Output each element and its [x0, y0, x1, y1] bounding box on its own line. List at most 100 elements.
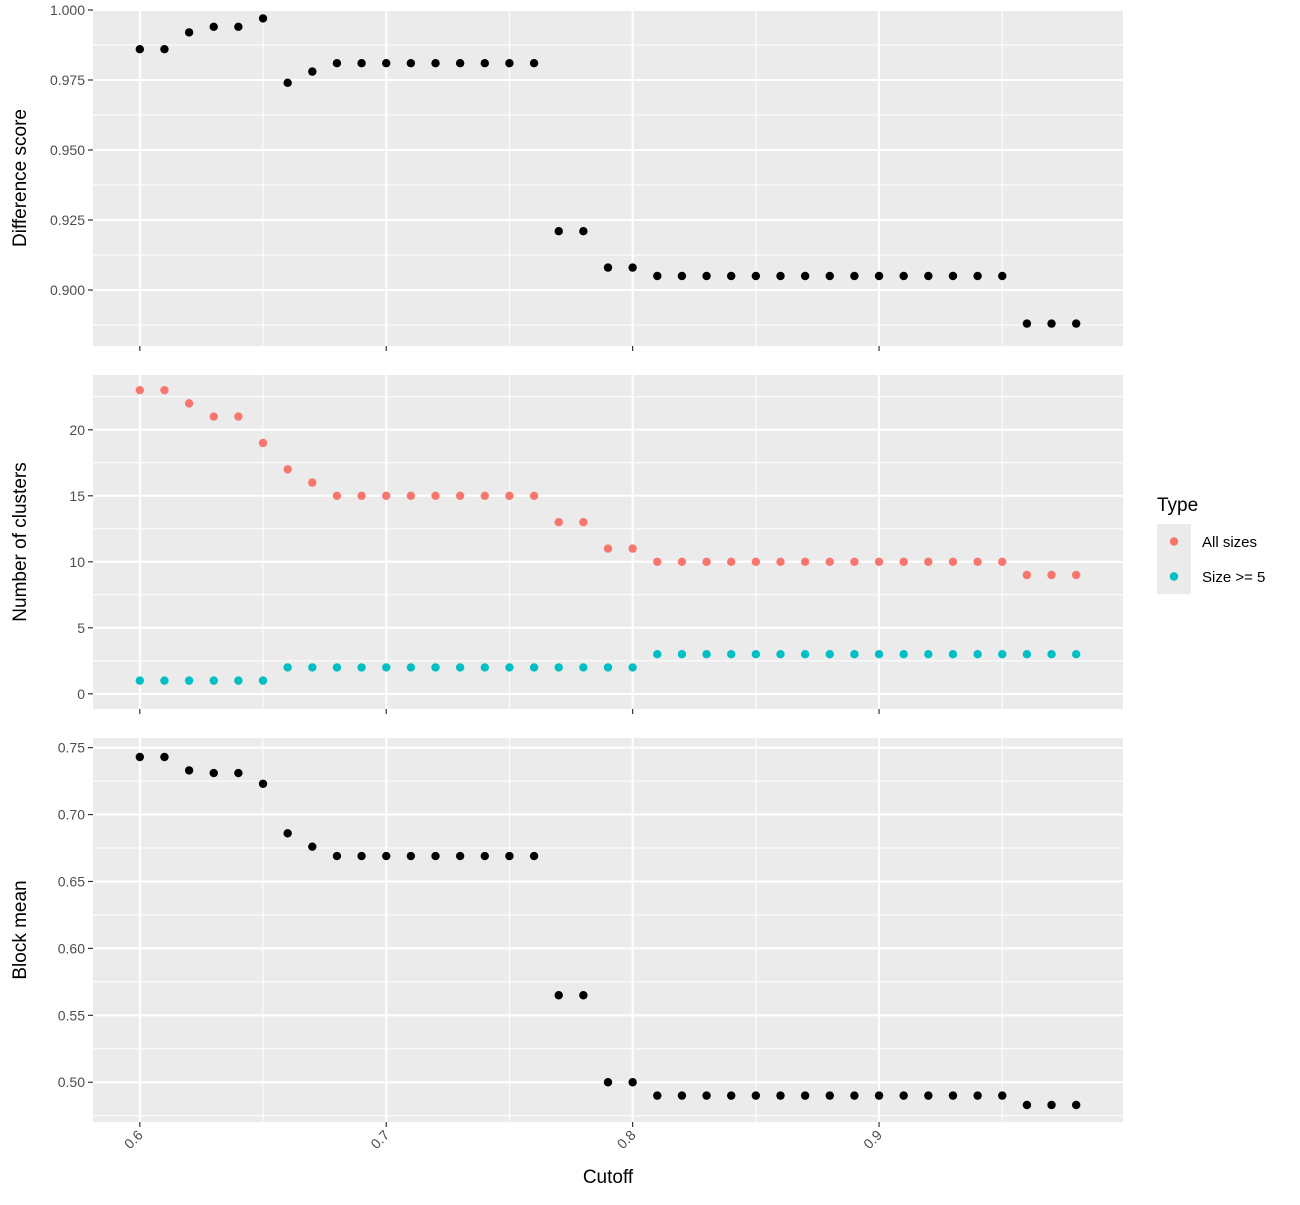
- data-point: [308, 67, 317, 76]
- data-point: [1047, 319, 1056, 328]
- data-point: [998, 650, 1007, 659]
- data-point: [653, 650, 662, 659]
- data-point: [1071, 319, 1081, 328]
- data-point: [283, 829, 292, 838]
- y-axis-title: Difference score: [10, 109, 31, 247]
- data-point: [948, 650, 958, 659]
- data-point: [505, 663, 514, 672]
- data-point: [234, 676, 243, 685]
- data-point: [234, 412, 243, 421]
- data-point: [677, 271, 687, 281]
- series-1: [135, 752, 1081, 1110]
- data-point: [800, 650, 810, 659]
- legend-key-dot: [1169, 537, 1179, 546]
- data-point: [776, 271, 785, 281]
- data-point: [579, 227, 588, 236]
- data-point: [1047, 570, 1056, 580]
- data-point: [800, 271, 810, 281]
- data-point: [751, 650, 761, 659]
- panel-background: [93, 738, 1123, 1122]
- data-point: [308, 663, 317, 672]
- data-point: [431, 491, 440, 500]
- data-point: [406, 663, 416, 672]
- data-point: [653, 1091, 662, 1100]
- data-point: [1071, 570, 1081, 580]
- data-point: [382, 663, 391, 672]
- x-tick-label: 0.8: [614, 1127, 639, 1152]
- data-point: [480, 491, 489, 500]
- y-tick-label: 0.55: [58, 1007, 85, 1023]
- data-point: [209, 22, 218, 31]
- data-point: [899, 271, 908, 281]
- panel-2: 0 5 10 15 20 Number of clusters: [10, 375, 1123, 714]
- y-tick-label: 0.975: [50, 72, 85, 88]
- legend-label: All sizes: [1202, 534, 1257, 551]
- data-point: [751, 271, 761, 281]
- data-point: [160, 385, 169, 395]
- data-point: [702, 1091, 711, 1100]
- data-point: [850, 557, 859, 567]
- data-point: [874, 557, 884, 567]
- data-point: [184, 399, 194, 408]
- data-point: [603, 263, 613, 272]
- series-size-5: [135, 650, 1081, 685]
- data-point: [234, 22, 243, 31]
- data-point: [431, 851, 440, 861]
- data-point: [628, 263, 637, 272]
- data-point: [480, 851, 489, 861]
- data-point: [209, 412, 218, 421]
- data-point: [209, 768, 218, 778]
- data-point: [677, 1091, 687, 1100]
- data-point: [431, 59, 440, 68]
- panel-3: 0.50 0.55 0.60 0.65 0.70 0.75 Block mean: [10, 738, 1123, 1127]
- data-point: [184, 28, 194, 37]
- data-point: [727, 1091, 736, 1100]
- series-1: [135, 14, 1081, 328]
- data-point: [332, 59, 342, 68]
- x-axis-title: Cutoff: [583, 1167, 634, 1188]
- legend-key-dot: [1169, 572, 1179, 581]
- data-point: [653, 557, 662, 567]
- data-point: [480, 59, 489, 68]
- data-point: [579, 517, 588, 527]
- data-point: [1022, 1100, 1032, 1110]
- y-tick-label: 0.925: [50, 212, 85, 228]
- data-point: [554, 227, 563, 236]
- data-point: [628, 1078, 637, 1087]
- data-point: [258, 14, 268, 23]
- x-tick-label: 0.7: [367, 1127, 392, 1152]
- y-tick-label: 1.000: [50, 2, 85, 18]
- legend-title: Type: [1157, 495, 1198, 516]
- data-point: [825, 650, 834, 659]
- data-point: [308, 478, 317, 487]
- data-point: [751, 557, 761, 567]
- y-tick-label: 0.75: [58, 740, 85, 756]
- data-point: [850, 271, 859, 281]
- data-point: [998, 557, 1007, 567]
- x-tick-label: 0.9: [860, 1127, 885, 1152]
- data-point: [505, 491, 514, 500]
- data-point: [505, 851, 514, 861]
- data-point: [283, 663, 292, 672]
- data-point: [554, 991, 563, 1000]
- data-point: [702, 650, 711, 659]
- data-point: [529, 59, 539, 68]
- y-tick-label: 5: [77, 620, 85, 636]
- data-point: [603, 1078, 613, 1087]
- data-point: [529, 851, 539, 861]
- y-tick-label: 0: [77, 686, 85, 702]
- data-point: [973, 271, 982, 281]
- data-point: [776, 1091, 785, 1100]
- data-point: [160, 752, 169, 762]
- panel-background: [93, 375, 1123, 709]
- data-point: [850, 1091, 859, 1100]
- data-point: [727, 557, 736, 567]
- data-point: [628, 544, 637, 553]
- data-point: [1047, 650, 1056, 659]
- data-point: [283, 78, 292, 88]
- y-tick-label: 20: [69, 422, 85, 438]
- data-point: [579, 991, 588, 1000]
- data-point: [135, 676, 145, 685]
